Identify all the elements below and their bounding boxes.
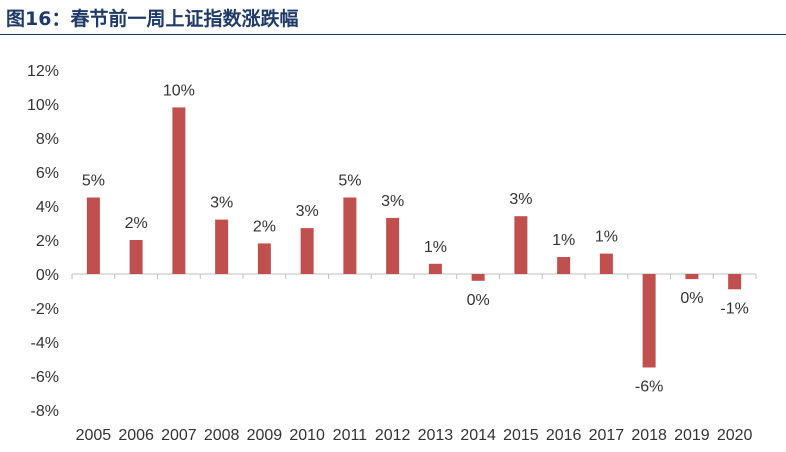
bar xyxy=(471,274,485,281)
y-tick-label: 10% xyxy=(27,97,59,114)
data-label: 3% xyxy=(381,193,404,210)
y-tick-label: 12% xyxy=(27,63,59,80)
x-tick-label: 2006 xyxy=(118,427,154,444)
data-label: 2% xyxy=(125,215,148,232)
data-label: 1% xyxy=(424,239,447,256)
x-tick-label: 2011 xyxy=(333,427,368,444)
x-tick-label: 2014 xyxy=(460,427,496,444)
x-tick-label: 2009 xyxy=(247,427,283,444)
y-tick-label: 8% xyxy=(36,131,59,148)
data-label: 5% xyxy=(82,173,105,190)
bar xyxy=(343,197,357,274)
bar xyxy=(557,257,571,274)
bars xyxy=(86,107,742,368)
y-tick-label: -2% xyxy=(31,301,59,318)
bar xyxy=(86,197,100,274)
x-tick-label: 2010 xyxy=(289,427,325,444)
x-tick-label: 2017 xyxy=(589,427,625,444)
data-label: 3% xyxy=(509,191,532,208)
bar xyxy=(257,243,271,274)
x-tick-label: 2016 xyxy=(546,427,582,444)
x-tick-label: 2015 xyxy=(503,427,539,444)
y-tick-label: 6% xyxy=(36,165,59,182)
bar xyxy=(728,274,742,290)
y-tick-label: -8% xyxy=(31,403,59,420)
data-label: -6% xyxy=(635,379,663,396)
bar xyxy=(642,274,656,368)
data-label: 1% xyxy=(595,229,618,246)
data-label: 5% xyxy=(338,173,361,190)
data-label: 2% xyxy=(253,218,276,235)
data-label: 10% xyxy=(163,82,195,99)
x-tick-label: 2018 xyxy=(631,427,667,444)
y-tick-label: -6% xyxy=(31,369,59,386)
x-tick-label: 2007 xyxy=(161,427,197,444)
bar xyxy=(129,240,143,274)
bar xyxy=(514,216,528,274)
y-tick-label: 2% xyxy=(36,233,59,250)
data-label: -1% xyxy=(720,300,748,317)
bar xyxy=(215,219,229,274)
bar xyxy=(599,253,613,274)
bar xyxy=(172,107,186,275)
y-axis: 12% 10% 8% 6% 4% 2% 0% -2% -4% -6% -8% xyxy=(27,63,59,420)
x-tick-label: 2020 xyxy=(717,427,753,444)
x-tick-label: 2019 xyxy=(674,427,710,444)
bar xyxy=(685,274,699,280)
y-tick-label: -4% xyxy=(31,335,59,352)
x-tick-label: 2005 xyxy=(76,427,112,444)
bar xyxy=(300,228,314,274)
x-tick-label: 2012 xyxy=(375,427,411,444)
y-tick-label: 0% xyxy=(36,267,59,284)
x-axis: 2005 2006 2007 2008 2009 2010 2011 2012 2013 2014… xyxy=(71,273,757,444)
data-label: 3% xyxy=(296,203,319,220)
bar xyxy=(428,263,442,274)
chart-title: 图16：春节前一周上证指数涨跌幅 xyxy=(6,8,299,30)
title-bar: 图16：春节前一周上证指数涨跌幅 xyxy=(0,0,786,35)
data-label: 1% xyxy=(552,232,575,249)
data-label: 0% xyxy=(680,290,703,307)
data-label: 3% xyxy=(210,195,233,212)
bar xyxy=(386,217,400,274)
data-label: 0% xyxy=(467,292,490,309)
y-tick-label: 4% xyxy=(36,199,59,216)
x-tick-label: 2008 xyxy=(204,427,240,444)
data-labels: 5% 2% 10% 3% 2% 3% 5% 3% 1% 0% 3% 1% 1% -6% 0% -1% xyxy=(82,82,749,395)
x-tick-label: 2013 xyxy=(418,427,454,444)
